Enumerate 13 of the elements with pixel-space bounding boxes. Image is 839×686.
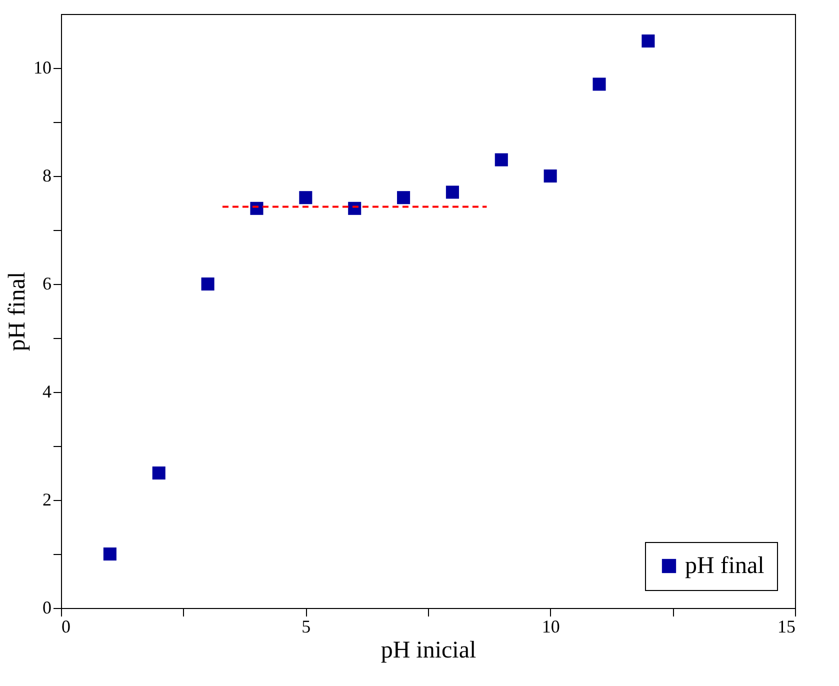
x-tick-label: 15: [778, 616, 796, 636]
y-tick-label: 2: [42, 490, 52, 510]
x-tick-label: 10: [542, 616, 560, 636]
y-axis-title: pH final: [4, 272, 30, 352]
x-tick-label: 5: [302, 616, 311, 636]
y-tick-label: 10: [34, 58, 52, 78]
y-tick-label: 4: [42, 382, 52, 402]
y-tick-label: 8: [42, 166, 52, 186]
y-tick-label: 0: [42, 598, 52, 618]
x-axis-title: pH inicial: [380, 638, 476, 664]
x-tick-label: 0: [62, 616, 70, 636]
legend-label: pH final: [685, 553, 765, 579]
y-tick-label: 6: [42, 274, 52, 294]
